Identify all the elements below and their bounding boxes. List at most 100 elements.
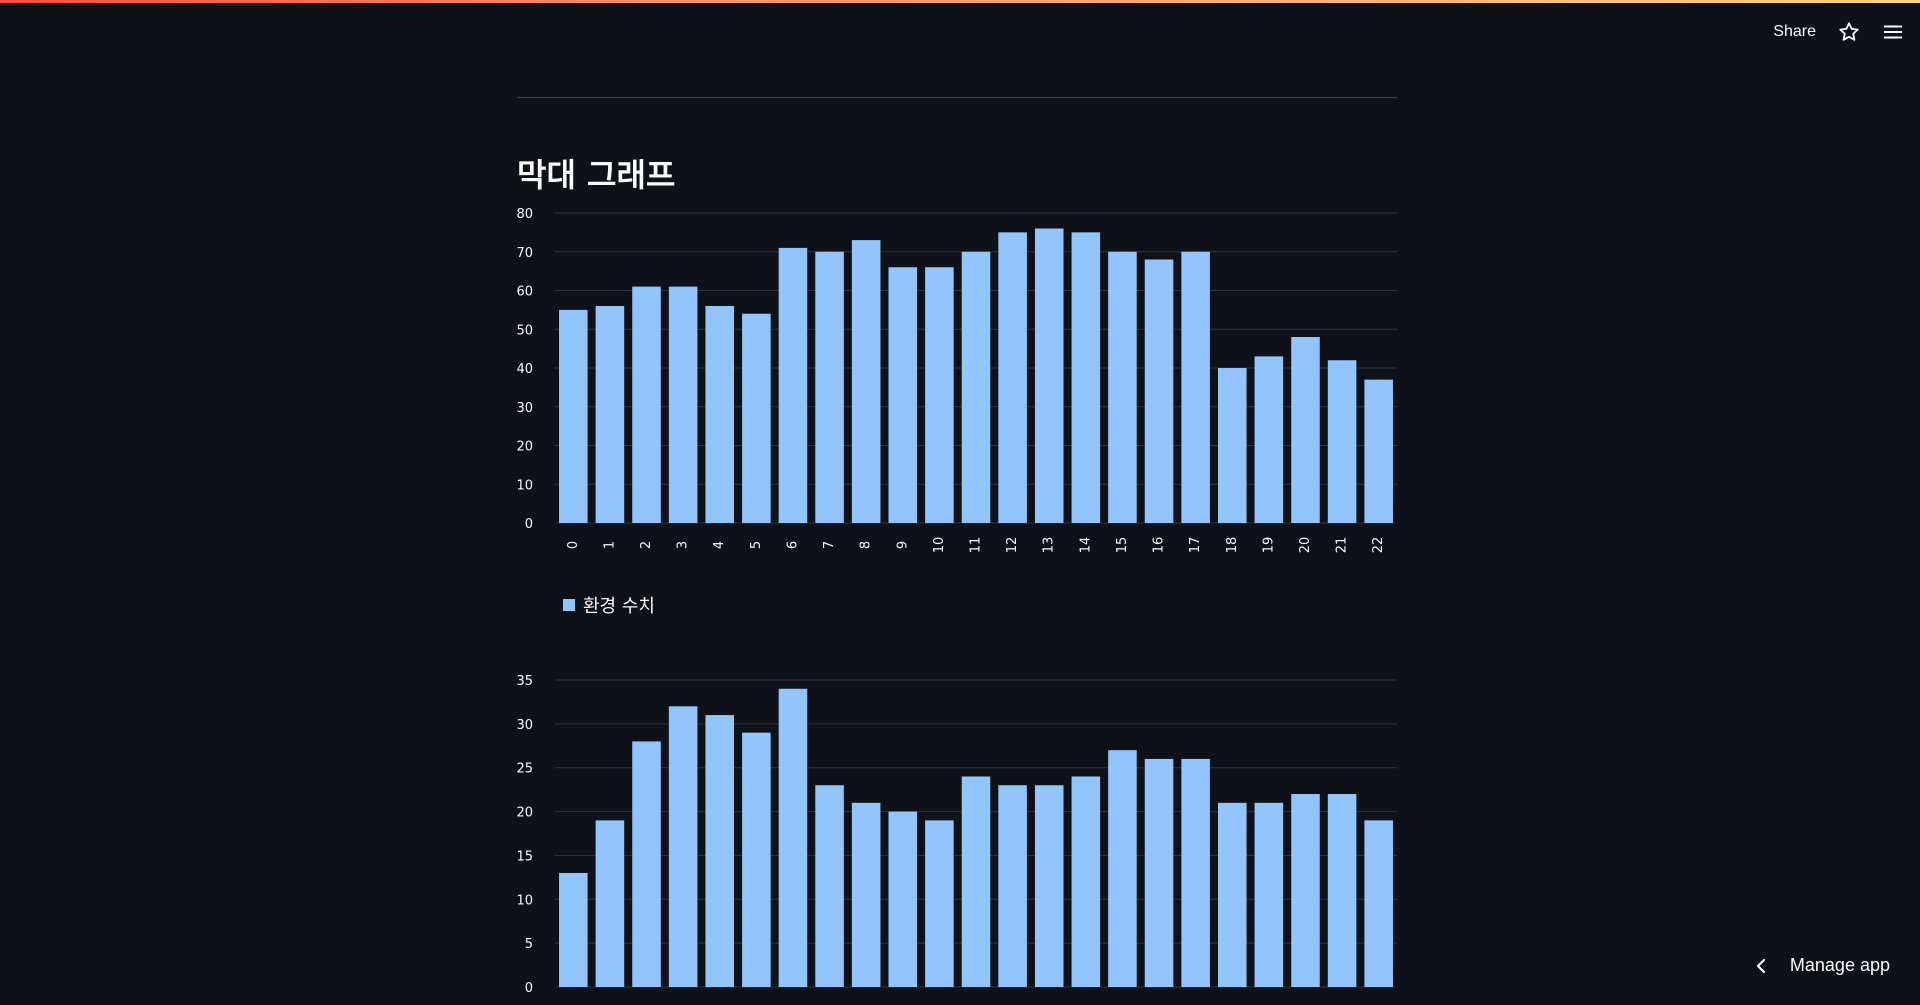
bar[interactable] [1145, 260, 1174, 524]
y-tick-label: 80 [516, 207, 533, 222]
bar[interactable] [1218, 803, 1247, 987]
bar[interactable] [596, 306, 625, 523]
bar[interactable] [669, 287, 698, 523]
x-tick-label: 21 [1335, 537, 1350, 554]
x-tick-label: 16 [1152, 537, 1167, 554]
bar[interactable] [1181, 252, 1210, 523]
top-accent-bar [0, 0, 1920, 3]
bar[interactable] [779, 248, 808, 523]
manage-app-label: Manage app [1790, 955, 1890, 976]
y-tick-label: 10 [516, 893, 533, 908]
horizontal-divider [517, 97, 1397, 98]
x-tick-label: 20 [1298, 537, 1313, 554]
x-tick-label: 5 [749, 541, 764, 549]
bar[interactable] [925, 820, 954, 987]
x-tick-label: 6 [785, 541, 800, 549]
chevron-left-icon [1754, 958, 1768, 974]
x-tick-label: 17 [1188, 537, 1203, 554]
page-title: 막대 그래프 [517, 150, 675, 196]
y-tick-label: 60 [516, 285, 533, 300]
y-tick-label: 15 [516, 849, 533, 864]
x-tick-label: 2 [639, 541, 654, 549]
chart-legend: 환경 수치 [563, 592, 655, 618]
bar[interactable] [1328, 794, 1357, 987]
bar[interactable] [705, 715, 734, 987]
y-tick-label: 70 [516, 246, 533, 261]
x-tick-label: 14 [1078, 537, 1093, 554]
bar[interactable] [852, 240, 881, 523]
bar[interactable] [669, 706, 698, 987]
bar[interactable] [705, 306, 734, 523]
bar[interactable] [852, 803, 881, 987]
y-tick-label: 50 [516, 323, 533, 338]
x-tick-label: 10 [932, 537, 947, 554]
x-tick-label: 12 [1005, 537, 1020, 554]
bar-chart-2: 0 5 10 15 20 25 30 35 [517, 665, 1397, 1005]
bar[interactable] [962, 776, 991, 987]
bar[interactable] [632, 741, 661, 987]
x-tick-label: 13 [1042, 537, 1057, 554]
bar[interactable] [1035, 785, 1064, 987]
y-tick-label: 40 [516, 362, 533, 377]
legend-label: 환경 수치 [583, 592, 655, 618]
share-button[interactable]: Share [1773, 23, 1816, 41]
y-tick-label: 20 [516, 440, 533, 455]
y-tick-label: 30 [516, 401, 533, 416]
bar[interactable] [1035, 229, 1064, 524]
manage-app-button[interactable]: Manage app [1754, 955, 1890, 976]
x-tick-label: 9 [895, 541, 910, 549]
bar[interactable] [1255, 803, 1284, 987]
bar[interactable] [742, 733, 771, 987]
y-tick-label: 25 [516, 762, 533, 777]
bar[interactable] [1145, 759, 1174, 987]
bar[interactable] [889, 267, 918, 523]
bar[interactable] [1108, 252, 1137, 523]
x-tick-label: 4 [712, 541, 727, 549]
bar[interactable] [1291, 337, 1320, 523]
hamburger-menu-icon[interactable] [1882, 21, 1904, 43]
y-tick-label: 0 [525, 517, 533, 532]
bar[interactable] [1108, 750, 1137, 987]
y-tick-label: 30 [516, 718, 533, 733]
y-tick-label: 20 [516, 806, 533, 821]
bar[interactable] [1072, 776, 1101, 987]
bar[interactable] [1328, 360, 1357, 523]
bar[interactable] [1364, 380, 1393, 523]
bar[interactable] [962, 252, 991, 523]
y-tick-label: 0 [525, 981, 533, 996]
bar[interactable] [1218, 368, 1247, 523]
x-tick-label: 19 [1261, 537, 1276, 554]
bar[interactable] [815, 785, 844, 987]
x-tick-label: 15 [1115, 537, 1130, 554]
bar[interactable] [632, 287, 661, 523]
x-tick-label: 0 [566, 541, 581, 549]
bar[interactable] [998, 785, 1027, 987]
bar[interactable] [742, 314, 771, 523]
star-icon[interactable] [1838, 21, 1860, 43]
bar[interactable] [889, 812, 918, 987]
bar[interactable] [559, 310, 588, 523]
bar[interactable] [815, 252, 844, 523]
bar-chart-2-svg: 0 5 10 15 20 25 30 35 [517, 665, 1397, 1005]
bar[interactable] [1181, 759, 1210, 987]
bar[interactable] [925, 267, 954, 523]
y-tick-label: 5 [525, 937, 533, 952]
bar[interactable] [998, 232, 1027, 523]
x-tick-label: 22 [1371, 537, 1386, 554]
x-tick-label: 1 [602, 541, 617, 549]
bar[interactable] [596, 820, 625, 987]
x-tick-label: 8 [859, 541, 874, 549]
header-actions: Share [1773, 18, 1904, 46]
bar[interactable] [1255, 356, 1284, 523]
legend-swatch [563, 599, 575, 611]
bar[interactable] [779, 689, 808, 987]
bar[interactable] [1072, 232, 1101, 523]
y-tick-label: 35 [516, 674, 533, 689]
x-tick-label: 18 [1225, 537, 1240, 554]
bar[interactable] [1364, 820, 1393, 987]
bar[interactable] [1291, 794, 1320, 987]
y-tick-label: 10 [516, 478, 533, 493]
bar[interactable] [559, 873, 588, 987]
